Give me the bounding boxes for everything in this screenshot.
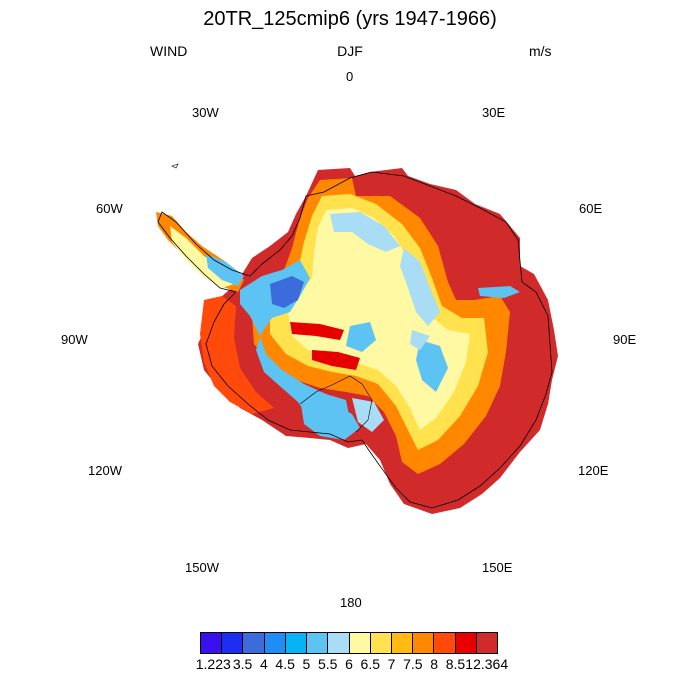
colorbar-label: 8 xyxy=(430,656,439,672)
lon-label-0: 0 xyxy=(346,69,354,84)
colorbar-box xyxy=(349,633,371,653)
lon-label-30w: 30W xyxy=(192,105,219,120)
interior-light-blue-south xyxy=(410,330,430,350)
colorbar-labels: 1.223 3.5 4 4.5 5 5.5 6 6.5 7 7.5 8 8.5 12.364 xyxy=(0,656,700,676)
season-label: DJF xyxy=(337,43,363,59)
colorbar-box xyxy=(370,633,392,653)
colorbar-label: 6 xyxy=(345,656,353,672)
lon-label-60w: 60W xyxy=(96,201,123,216)
colorbar-label: 7 xyxy=(387,656,396,672)
colorbar-label: 12.364 xyxy=(465,656,509,672)
colorbar xyxy=(200,632,498,654)
east-coast-blue-streak xyxy=(478,286,520,298)
center-red-streak xyxy=(290,322,344,340)
colorbar-label: 1.223 xyxy=(195,656,231,672)
west-coast-band xyxy=(200,296,274,414)
lon-label-150w: 150W xyxy=(185,560,219,575)
interior-light-blue-center xyxy=(346,322,376,352)
colorbar-box xyxy=(201,633,223,653)
ross-ice-shelf-line xyxy=(299,375,373,433)
colorbar-box xyxy=(222,633,244,653)
colorbar-label: 8.5 xyxy=(445,656,466,672)
wind-speed-field xyxy=(156,168,558,514)
colorbar-box xyxy=(328,633,350,653)
colorbar-box xyxy=(264,633,286,653)
lon-label-120e: 120E xyxy=(578,463,609,478)
colorbar-label: 5.5 xyxy=(317,656,338,672)
interior-light-blue-east xyxy=(400,248,440,326)
colorbar-box xyxy=(285,633,308,653)
colorbar-box xyxy=(243,633,265,653)
variable-label: WIND xyxy=(150,43,188,59)
interior-light-blue-north xyxy=(330,212,400,252)
lon-label-90e: 90E xyxy=(613,332,637,347)
coastline xyxy=(157,171,553,509)
west-antarctica-deep-blue xyxy=(270,276,304,308)
colorbar-box xyxy=(413,633,435,653)
colorbar-label: 5 xyxy=(302,656,311,672)
lon-label-180: 180 xyxy=(340,595,362,610)
west-antarctica-blue xyxy=(240,260,350,432)
colorbar-label: 7.5 xyxy=(403,656,423,672)
colorbar-box xyxy=(307,633,329,653)
interior-blue-southeast xyxy=(416,340,448,392)
colorbar-box xyxy=(476,633,498,653)
lon-label-30e: 30E xyxy=(482,105,506,120)
peninsula-blue xyxy=(206,254,244,286)
colorbar-box xyxy=(391,633,414,653)
lon-label-60e: 60E xyxy=(579,201,603,216)
lon-label-120w: 120W xyxy=(88,463,122,478)
center-red-streak-2 xyxy=(312,350,360,370)
ross-sector-blue xyxy=(300,398,360,440)
lon-label-150e: 150E xyxy=(482,560,513,575)
ross-sector-light xyxy=(352,398,384,432)
colorbar-label: 4 xyxy=(259,656,268,672)
colorbar-label: 4.5 xyxy=(275,656,295,672)
colorbar-label: 6.5 xyxy=(360,656,381,672)
units-label: m/s xyxy=(529,43,552,59)
lon-label-90w: 90W xyxy=(61,332,88,347)
island-outline xyxy=(171,163,179,169)
colorbar-box xyxy=(434,633,456,653)
colorbar-box xyxy=(455,633,477,653)
colorbar-label: 3.5 xyxy=(232,656,253,672)
plot-title: 20TR_125cmip6 (yrs 1947-1966) xyxy=(203,8,497,30)
